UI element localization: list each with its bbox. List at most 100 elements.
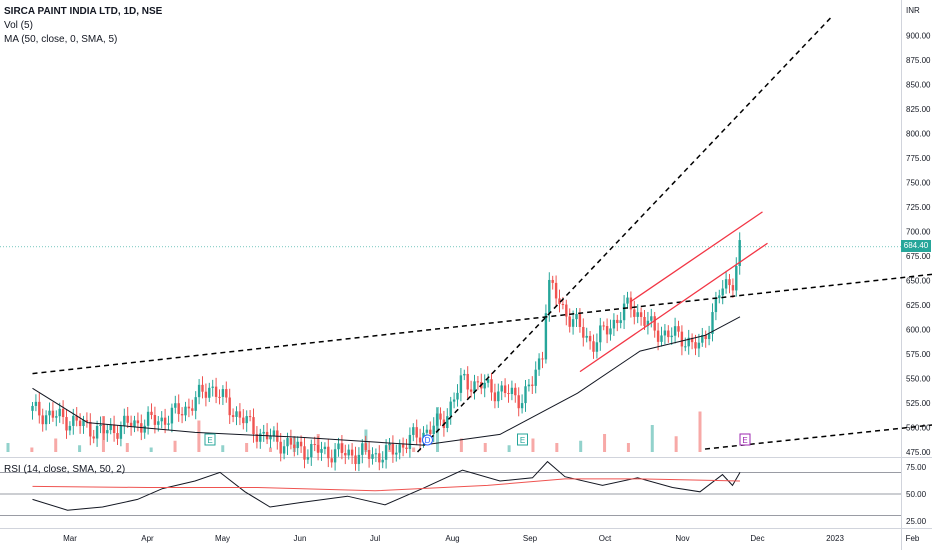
candle-body [38, 402, 40, 416]
rsi-ma-line [33, 479, 741, 491]
candle-body [361, 443, 363, 455]
candle-body [280, 442, 282, 454]
candle-body [72, 416, 74, 426]
candle-body [212, 387, 214, 388]
candle-body [154, 415, 156, 425]
candle-body [562, 304, 564, 305]
x-tick-label: Jun [294, 534, 307, 543]
candle-body [494, 392, 496, 401]
volume-indicator-label[interactable]: Vol (5) [4, 20, 33, 32]
candle-body [518, 395, 520, 408]
candle-body [293, 445, 295, 448]
symbol-title[interactable]: SIRCA PAINT INDIA LTD, 1D, NSE [4, 6, 162, 18]
y-tick-label: 750.00 [906, 179, 931, 188]
candle-body [467, 374, 469, 390]
y-tick-label: 800.00 [906, 130, 931, 139]
candle-body [120, 426, 122, 439]
candle-body [31, 406, 33, 411]
candle-body [331, 458, 333, 462]
candle-body [191, 408, 193, 410]
candle-body [569, 316, 571, 326]
last-price-badge: 684.40 [901, 240, 931, 252]
candle-body [660, 335, 662, 341]
rsi-indicator-label[interactable]: RSI (14, close, SMA, 50, 2) [4, 464, 125, 476]
candle-body [528, 385, 530, 387]
rsi-tick-label: 75.00 [906, 463, 927, 472]
trend-line [705, 420, 932, 449]
x-tick-label: 2023 [826, 534, 844, 543]
candle-body [368, 450, 370, 459]
candle-body [674, 326, 676, 336]
candle-body [225, 389, 227, 397]
candle-body [297, 442, 299, 448]
candle-body [354, 455, 356, 464]
candle-body [385, 445, 387, 460]
candle-body [433, 426, 435, 434]
candle-body [317, 445, 319, 453]
event-marker: E [205, 434, 215, 445]
candle-body [35, 402, 37, 406]
x-tick-label: Feb [906, 534, 920, 543]
candle-body [239, 411, 241, 417]
candle-body [392, 444, 394, 455]
candle-body [99, 425, 101, 426]
volume-bar [460, 439, 463, 453]
candle-body [314, 444, 316, 445]
candle-body [208, 388, 210, 398]
candle-body [436, 414, 438, 426]
candle-body [718, 295, 720, 298]
candle-body [222, 389, 224, 397]
candle-body [552, 280, 554, 283]
candle-body [450, 402, 452, 417]
candle-body [300, 442, 302, 447]
event-marker: E [740, 434, 750, 445]
candle-body [426, 430, 428, 433]
candle-body [371, 454, 373, 459]
candle-body [599, 325, 601, 342]
candle-body [157, 421, 159, 425]
candle-body [429, 430, 431, 434]
event-marker-label: E [207, 436, 212, 445]
candle-body [310, 444, 312, 457]
volume-bar [197, 421, 200, 453]
candle-body [42, 415, 44, 424]
candle-body [667, 331, 669, 338]
candle-body [640, 312, 642, 317]
ma-indicator-label[interactable]: MA (50, close, 0, SMA, 5) [4, 34, 117, 46]
x-tick-label: Oct [599, 534, 612, 543]
candle-body [184, 407, 186, 416]
candle-body [708, 334, 710, 339]
candle-body [548, 280, 550, 313]
candle-body [521, 403, 523, 408]
x-tick-label: Nov [675, 534, 689, 543]
volume-bar [7, 443, 10, 452]
candle-body [365, 443, 367, 450]
candle-body [684, 346, 686, 347]
candle-body [123, 416, 125, 426]
volume-bar [651, 425, 654, 452]
candle-body [205, 392, 207, 398]
candle-body [725, 279, 727, 288]
candle-body [409, 435, 411, 449]
candle-body [388, 444, 390, 445]
candle-body [133, 420, 135, 427]
candle-body [263, 432, 265, 434]
candle-body [626, 298, 628, 304]
candle-body [589, 336, 591, 341]
candle-body [286, 438, 288, 446]
x-tick-label: Apr [141, 534, 154, 543]
candle-body [698, 343, 700, 349]
candle-body [378, 453, 380, 462]
candle-body [650, 316, 652, 321]
event-marker: D [423, 435, 433, 445]
candle-body [504, 385, 506, 393]
candle-body [630, 298, 632, 310]
candle-body [416, 427, 418, 437]
x-tick-label: May [215, 534, 230, 543]
candle-body [460, 375, 462, 393]
candle-body [715, 298, 717, 312]
candle-body [623, 304, 625, 321]
y-tick-label: 700.00 [906, 228, 931, 237]
